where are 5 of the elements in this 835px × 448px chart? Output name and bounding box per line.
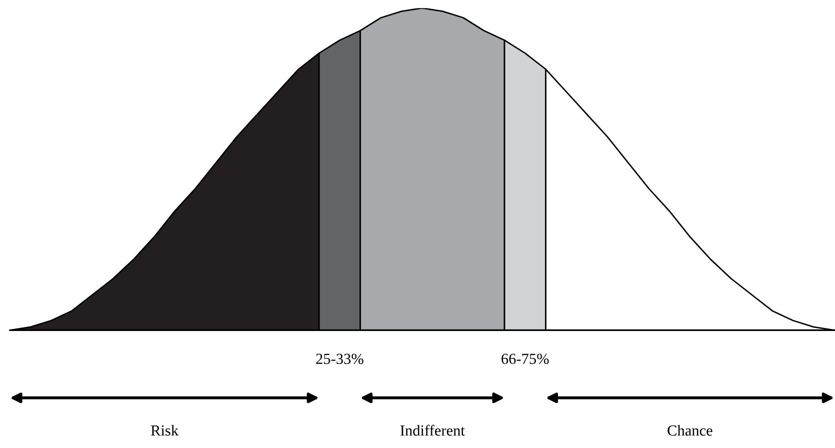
text: 25-33% xyxy=(316,354,364,364)
text: Risk xyxy=(150,424,179,436)
text: Indifferent xyxy=(400,424,465,436)
text: 66-75% xyxy=(502,354,549,364)
text: Chance xyxy=(668,424,712,436)
